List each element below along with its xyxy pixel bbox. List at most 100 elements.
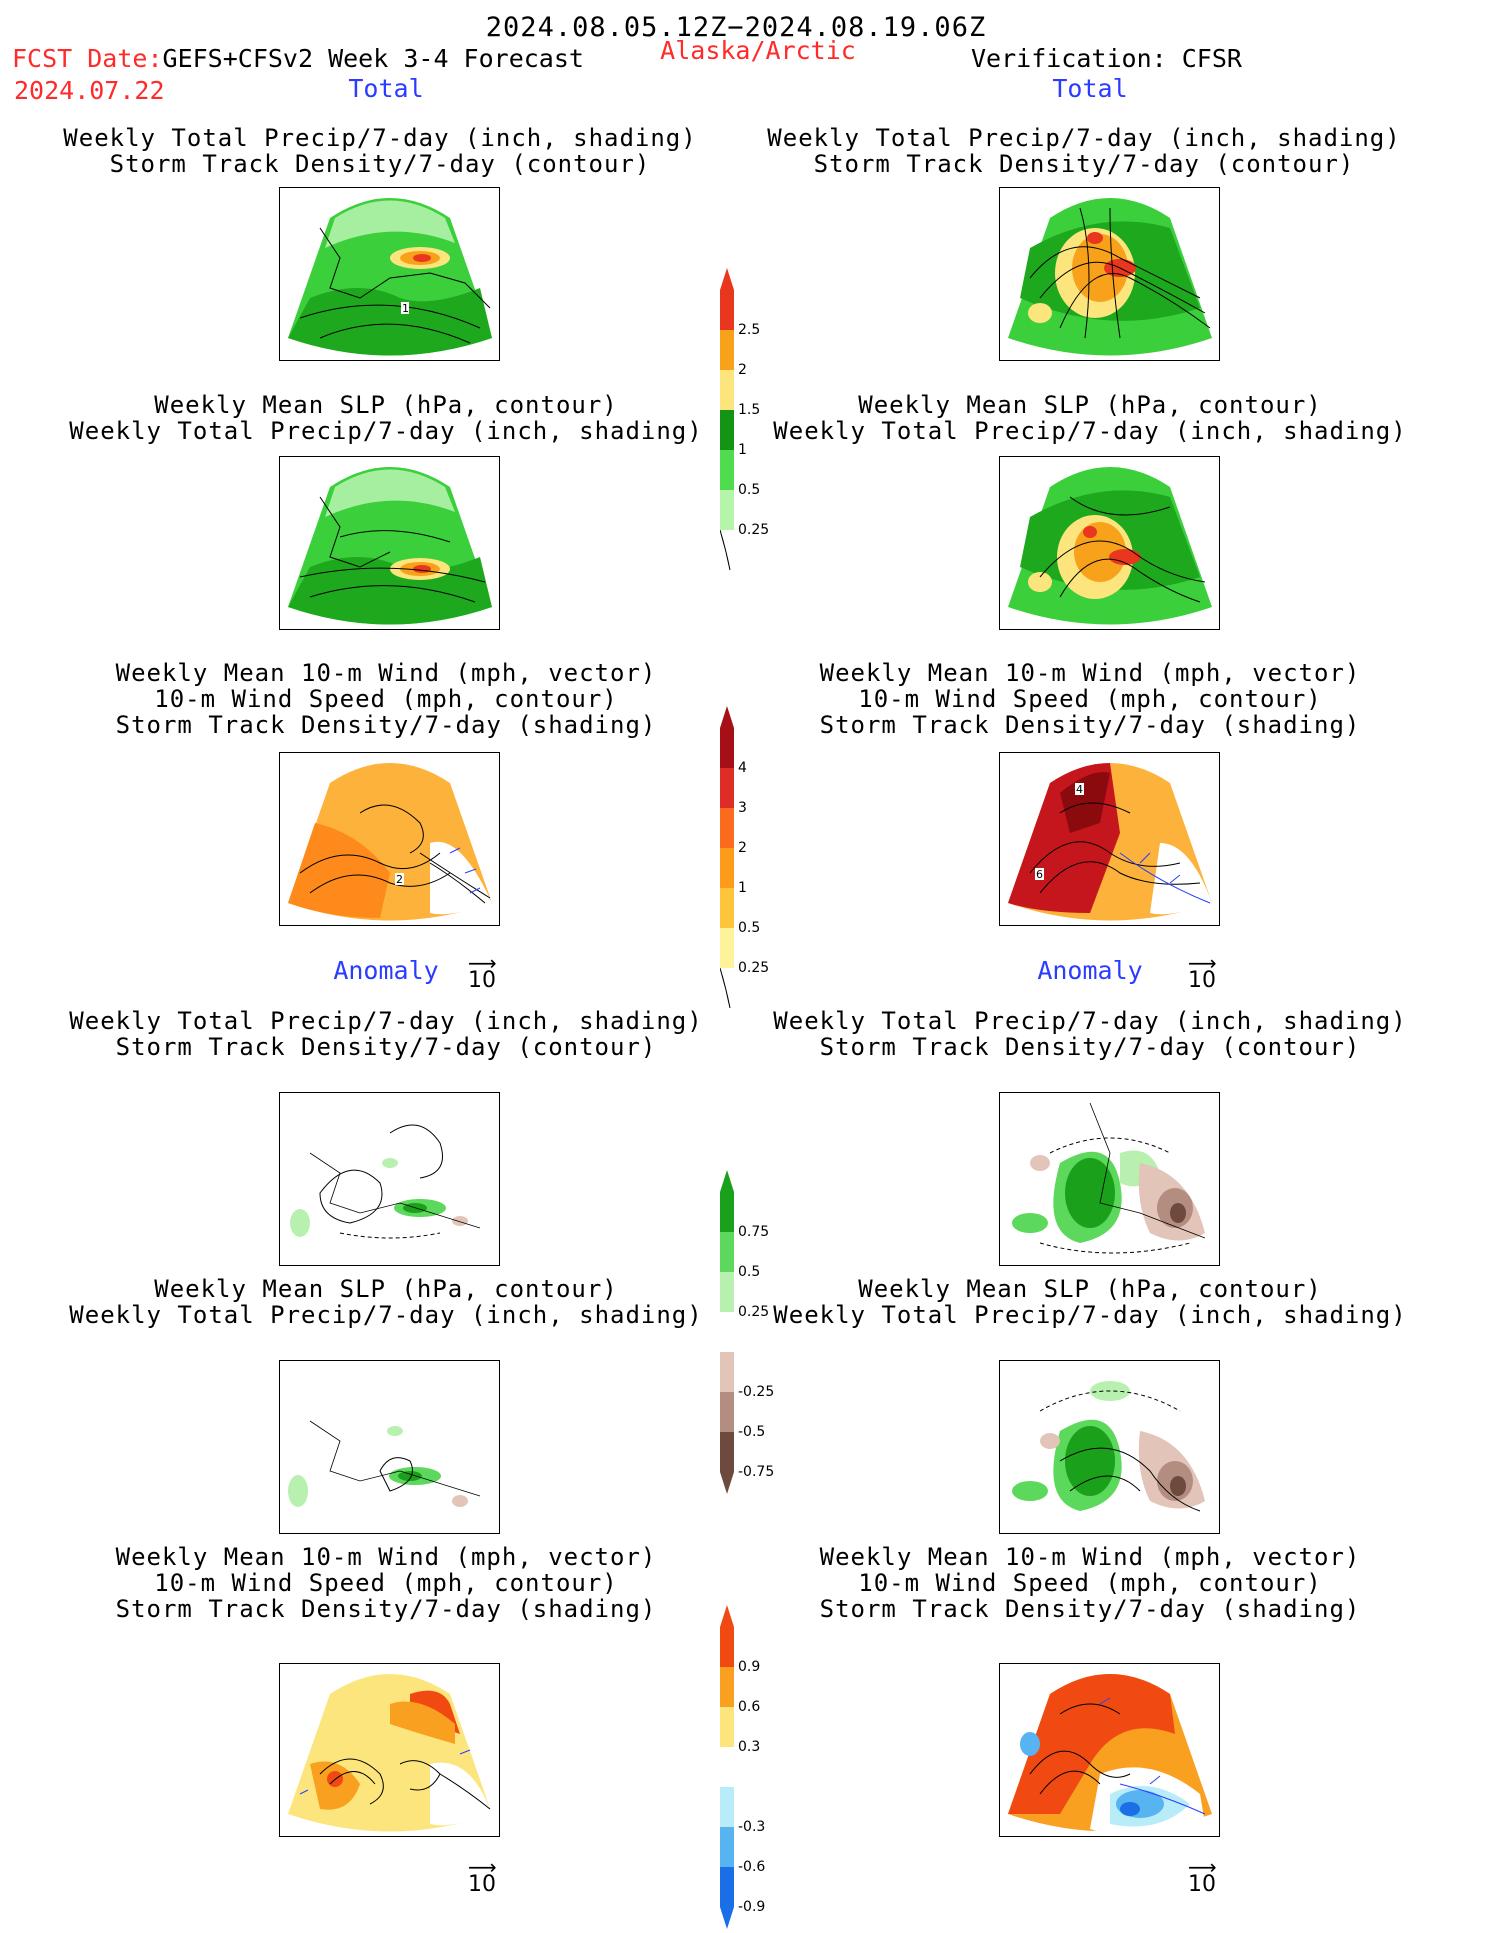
contour-label-fc-precip: 1: [402, 302, 409, 315]
colorbar-swatch: [720, 370, 734, 410]
colorbar-swatch: [720, 490, 734, 530]
colorbar-total-storm: 4 3 2 1 0.5 0.25: [719, 706, 769, 1014]
title-fc-anom-slp: Weekly Mean SLP (hPa, contour) Weekly To…: [69, 1275, 703, 1329]
colorbar-tail: [719, 967, 731, 1009]
colorbar-swatch: [720, 768, 734, 808]
vector-ref-label: 10: [1188, 968, 1216, 993]
colorbar-swatch: [720, 1827, 734, 1867]
map-fc-anom-precip: [279, 1092, 500, 1266]
colorbar-tick-label: -0.5: [738, 1424, 766, 1440]
map-ob-anom-slp: [999, 1360, 1220, 1534]
map-fc-total-wind: 2: [279, 752, 500, 926]
colorbar-swatch: [720, 888, 734, 928]
model-label: GEFS+CFSv2 Week 3-4 Forecast: [162, 44, 584, 73]
right-arrow-icon: ⟶: [1188, 951, 1217, 975]
title-fc-total-slp: Weekly Mean SLP (hPa, contour) Weekly To…: [69, 391, 703, 445]
fcst-label: FCST Date:: [12, 44, 163, 73]
colorbar-svg: [719, 268, 734, 571]
colorbar-swatch: [720, 1627, 734, 1667]
right-arrow-icon: ⟶: [468, 1855, 497, 1879]
map-fc-total-slp: [279, 456, 500, 630]
title-fc-total-precip: Weekly Total Precip/7-day (inch, shading…: [63, 124, 697, 178]
colorbar-swatch: [720, 1667, 734, 1707]
vector-ref-ob-anom: ⟶ 10: [1188, 1855, 1217, 1897]
colorbar-swatch: [720, 450, 734, 490]
colorbar-swatch: [720, 928, 734, 968]
colorbar-tick-label: 3: [738, 800, 747, 816]
colorbar-swatch: [720, 848, 734, 888]
colorbar-swatch: [720, 410, 734, 450]
colorbar-anom-storm: 0.9 0.6 0.3 -0.3 -0.6 -0.9: [720, 1605, 765, 1933]
fcst-date-label: FCST Date:GEFS+CFSv2 Week 3-4 Forecast: [12, 44, 584, 73]
colorbar-swatch: [720, 728, 734, 768]
colorbar-tick-label: 0.75: [738, 1224, 770, 1240]
colorbar-tail: [719, 529, 731, 571]
colorbar-swatch: [720, 1707, 734, 1747]
colorbar-tick-label: -0.3: [738, 1819, 766, 1835]
colorbar-tick-label: 0.9: [738, 1659, 761, 1675]
map-ob-total-slp: [999, 456, 1220, 630]
map-ob-anom-precip: [999, 1092, 1220, 1266]
section-anomaly-right: Anomaly: [1037, 956, 1143, 985]
colorbar-swatch: [720, 290, 734, 330]
vector-ref-ob-total: ⟶ 10: [1188, 951, 1217, 993]
colorbar-swatch: [720, 1392, 734, 1432]
contour-label-ob-wind-b: 6: [1036, 868, 1043, 881]
vector-ref-label: 10: [468, 968, 496, 993]
right-arrow-icon: ⟶: [468, 951, 497, 975]
colorbar-swatch: [720, 808, 734, 848]
map-fc-total-precip: 1: [279, 187, 500, 361]
title-ob-anom-slp: Weekly Mean SLP (hPa, contour) Weekly To…: [773, 1275, 1407, 1329]
colorbar-svg: [719, 706, 734, 1009]
title-ob-total-slp: Weekly Mean SLP (hPa, contour) Weekly To…: [773, 391, 1407, 445]
colorbar-tick-label: 0.25: [738, 1304, 770, 1320]
section-total-left: Total: [348, 74, 424, 103]
colorbar-tick-label: 4: [738, 760, 747, 776]
colorbar-tick-label: 2.5: [738, 322, 761, 338]
title-fc-total-wind: Weekly Mean 10-m Wind (mph, vector) 10-m…: [115, 659, 657, 739]
colorbar-tick-label: 2: [738, 840, 747, 856]
colorbar-top-cap: [720, 1170, 734, 1192]
colorbar-tick-label: 0.5: [738, 920, 761, 936]
map-fc-anom-slp: [279, 1360, 500, 1534]
colorbar-tick-label: 0.25: [738, 522, 770, 538]
title-ob-anom-wind: Weekly Mean 10-m Wind (mph, vector) 10-m…: [819, 1543, 1361, 1623]
colorbar-swatch: [720, 1432, 734, 1472]
colorbar-total-precip: 2.5 2 1.5 1 0.5 0.25: [719, 268, 769, 576]
colorbar-svg: [720, 1170, 734, 1494]
colorbar-anom-precip: 0.75 0.5 0.25 -0.25 -0.5 -0.75: [720, 1170, 774, 1498]
colorbar-tick-label: -0.25: [738, 1384, 775, 1400]
colorbar-swatch: [720, 1192, 734, 1232]
colorbar-bottom-cap: [720, 1472, 734, 1494]
colorbar-top-cap: [720, 706, 734, 728]
map-ob-total-precip: [999, 187, 1220, 361]
colorbar-tick-label: 0.3: [738, 1739, 761, 1755]
colorbar-tick-label: -0.75: [738, 1464, 775, 1480]
fcst-date: 2024.07.22: [14, 76, 165, 105]
vector-ref-label: 10: [1188, 1872, 1216, 1897]
title-ob-anom-precip: Weekly Total Precip/7-day (inch, shading…: [773, 1007, 1407, 1061]
colorbar-tick-label: -0.9: [738, 1899, 766, 1915]
colorbar-swatch: [720, 1787, 734, 1827]
title-fc-anom-precip: Weekly Total Precip/7-day (inch, shading…: [69, 1007, 703, 1061]
region-label: Alaska/Arctic: [660, 36, 856, 65]
contour-label-fc-wind: 2: [396, 873, 403, 886]
colorbar-tick-label: 0.6: [738, 1699, 761, 1715]
map-ob-total-wind: 4 6: [999, 752, 1220, 926]
colorbar-tick-label: 0.5: [738, 1264, 761, 1280]
colorbar-tick-label: 1: [738, 442, 747, 458]
colorbar-tick-label: 0.25: [738, 960, 770, 976]
right-arrow-icon: ⟶: [1188, 1855, 1217, 1879]
map-fc-anom-wind: [279, 1663, 500, 1837]
map-ob-anom-wind: [999, 1663, 1220, 1837]
section-total-right: Total: [1052, 74, 1128, 103]
colorbar-swatch: [720, 1232, 734, 1272]
colorbar-tick-label: 0.5: [738, 482, 761, 498]
colorbar-tick-label: 1: [738, 880, 747, 896]
title-ob-total-wind: Weekly Mean 10-m Wind (mph, vector) 10-m…: [819, 659, 1361, 739]
title-ob-total-precip: Weekly Total Precip/7-day (inch, shading…: [767, 124, 1401, 178]
vector-ref-fc-total: ⟶ 10: [468, 951, 497, 993]
colorbar-tick-label: 2: [738, 362, 747, 378]
colorbar-swatch: [720, 1312, 734, 1352]
colorbar-swatch: [720, 1272, 734, 1312]
